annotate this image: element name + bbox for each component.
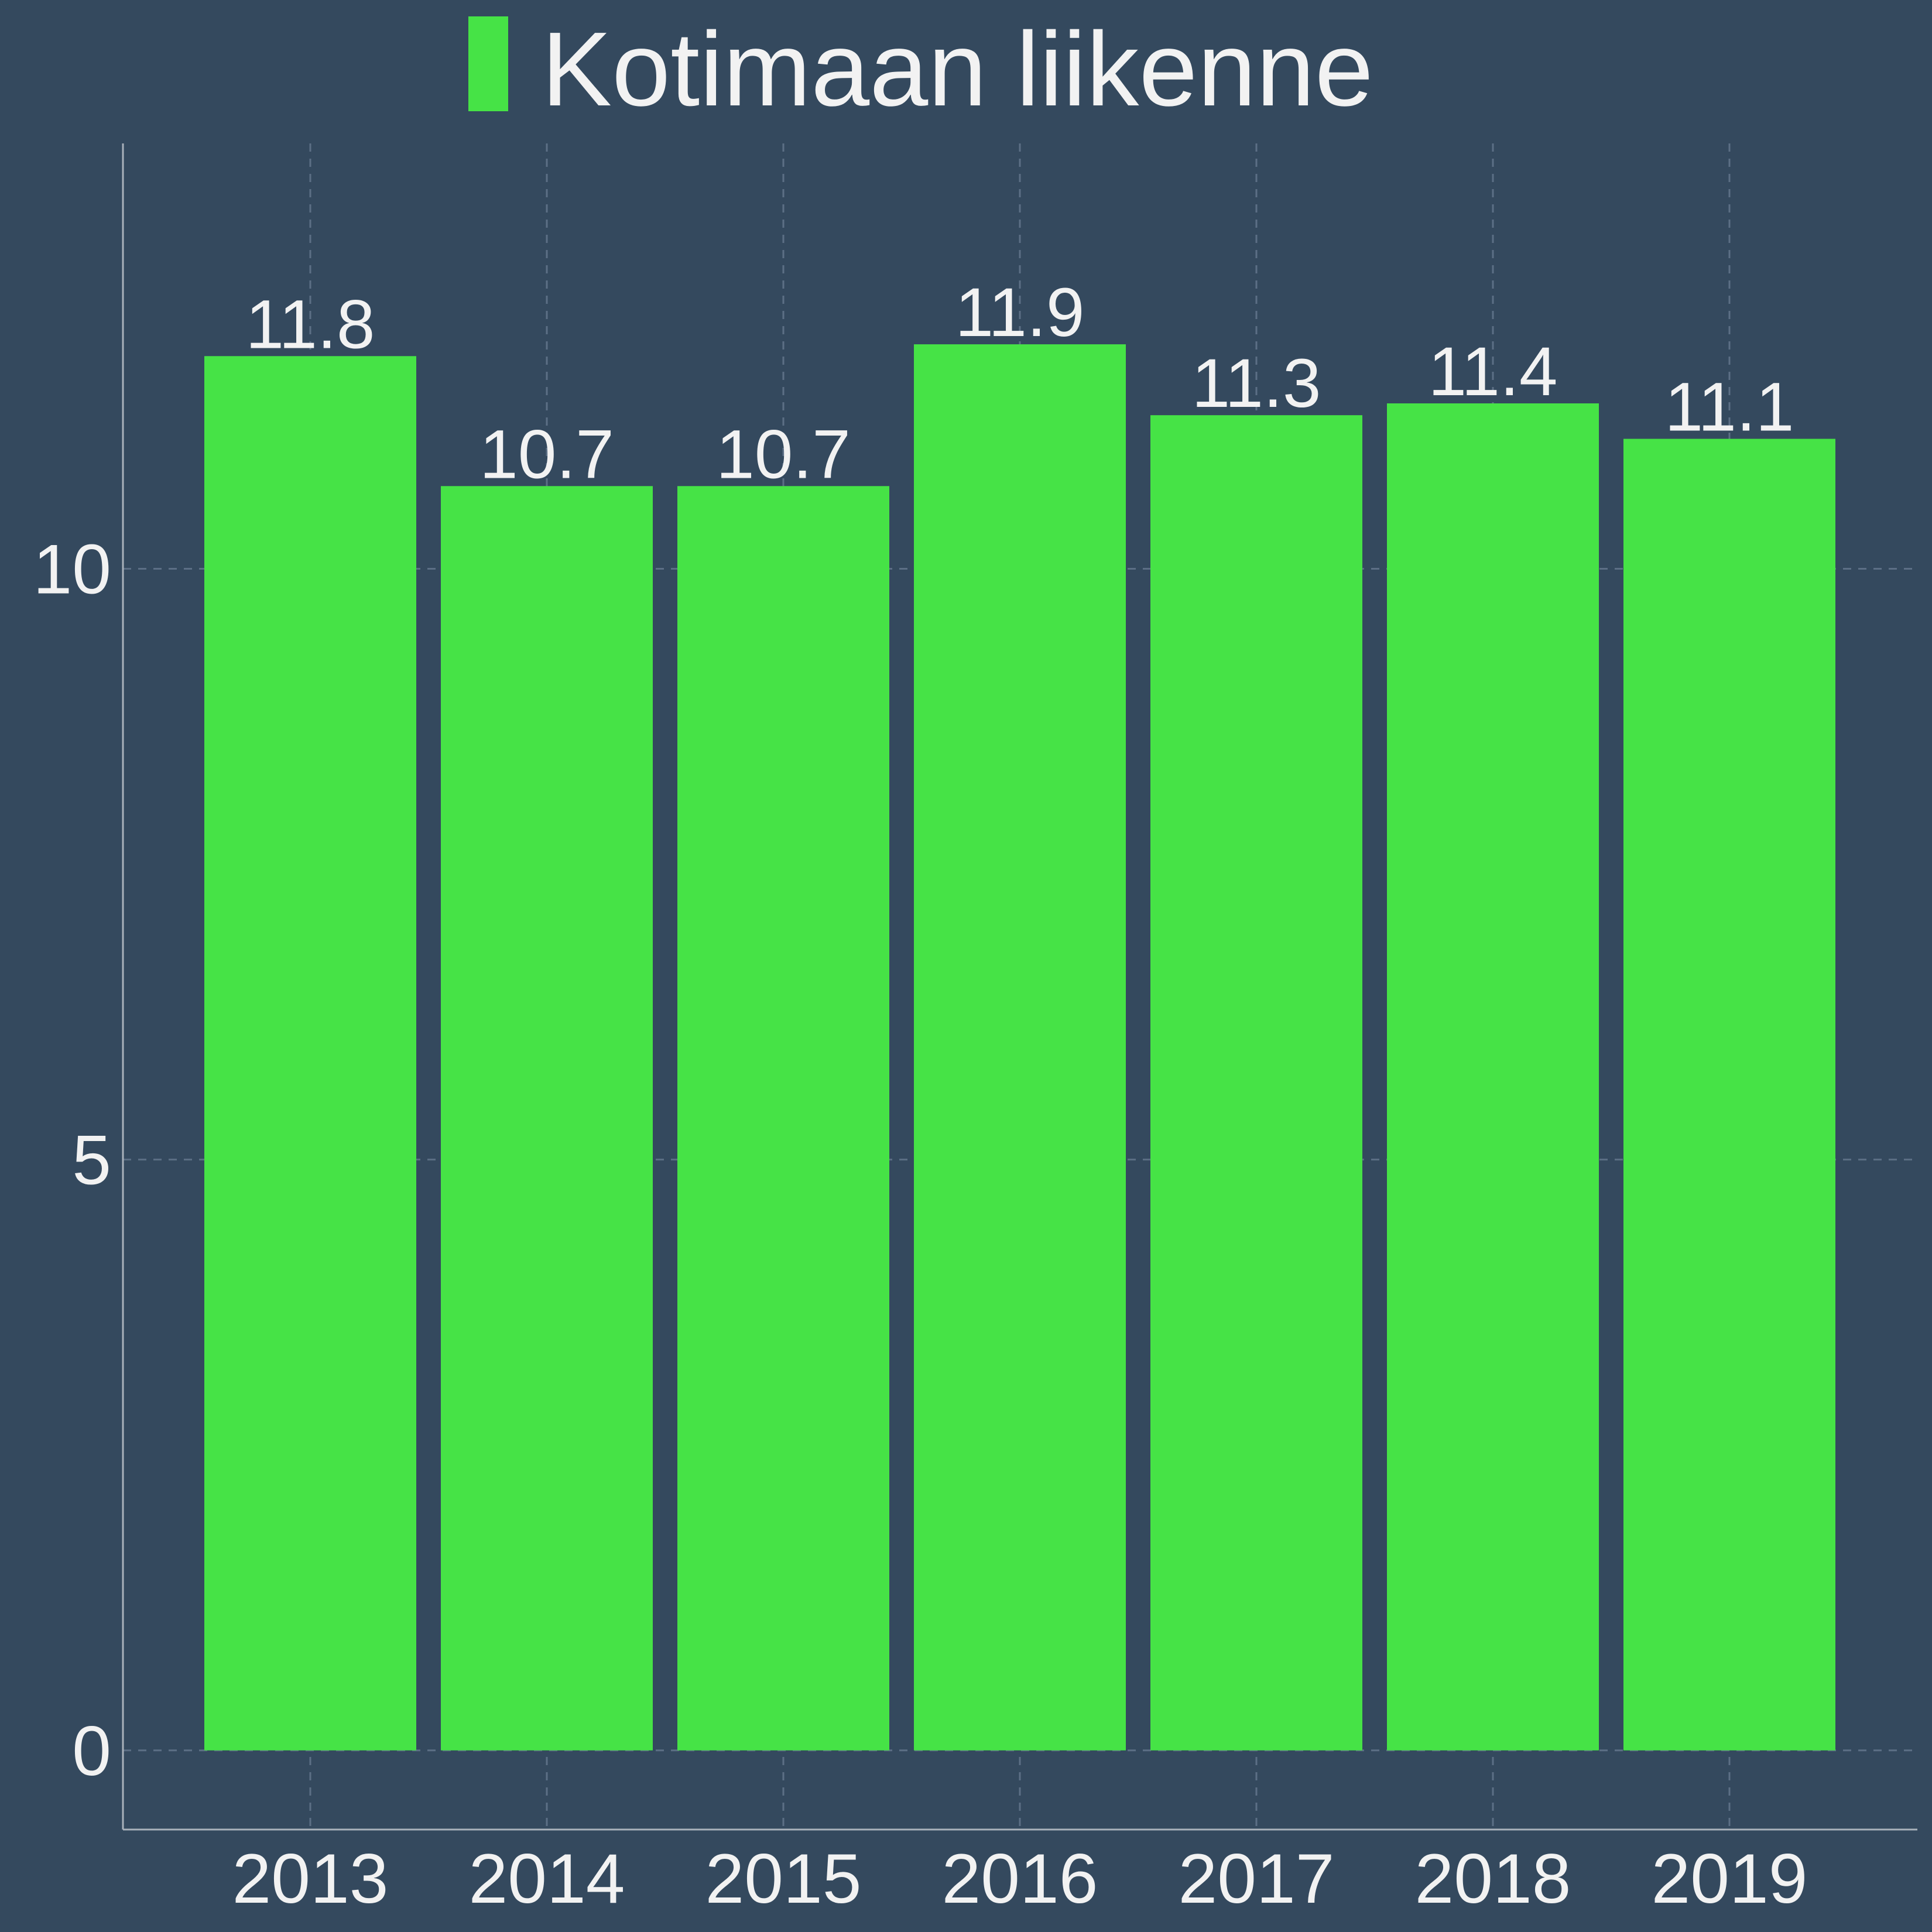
x-tick-label: 2018: [1415, 1839, 1571, 1918]
bar-value-label: 11.8: [246, 286, 375, 363]
bars: [204, 344, 1835, 1751]
bar: [1387, 403, 1599, 1751]
y-tick-label: 10: [33, 530, 111, 609]
bar: [677, 486, 889, 1751]
x-tick-label: 2015: [705, 1839, 862, 1918]
legend-swatch: [468, 16, 508, 111]
axes: 0 5 10 2013 2014 2015 2016 2017 2018 2019: [33, 143, 1917, 1918]
bar: [441, 486, 653, 1751]
x-tick-label: 2016: [942, 1839, 1098, 1918]
bar-value-label: 11.9: [955, 274, 1085, 351]
value-labels: 11.8 10.7 10.7 11.9 11.3 11.4 11.1: [246, 274, 1794, 493]
bar-value-label: 10.7: [716, 416, 851, 493]
bar: [204, 356, 416, 1751]
x-tick-label: 2013: [232, 1839, 389, 1918]
bar: [1150, 415, 1362, 1751]
bar: [1623, 439, 1835, 1751]
bar-value-label: 11.1: [1665, 369, 1794, 446]
bar-value-label: 10.7: [479, 416, 614, 493]
legend: Kotimaan liikenne: [468, 11, 1373, 128]
x-tick-label: 2014: [469, 1839, 625, 1918]
y-tick-label: 5: [72, 1121, 111, 1200]
y-tick-label: 0: [72, 1712, 111, 1790]
bar: [914, 344, 1126, 1751]
bar-value-label: 11.3: [1192, 345, 1321, 422]
legend-label: Kotimaan liikenne: [542, 11, 1373, 128]
x-tick-label: 2019: [1652, 1839, 1808, 1918]
bar-value-label: 11.4: [1429, 333, 1558, 410]
x-tick-label: 2017: [1179, 1839, 1335, 1918]
